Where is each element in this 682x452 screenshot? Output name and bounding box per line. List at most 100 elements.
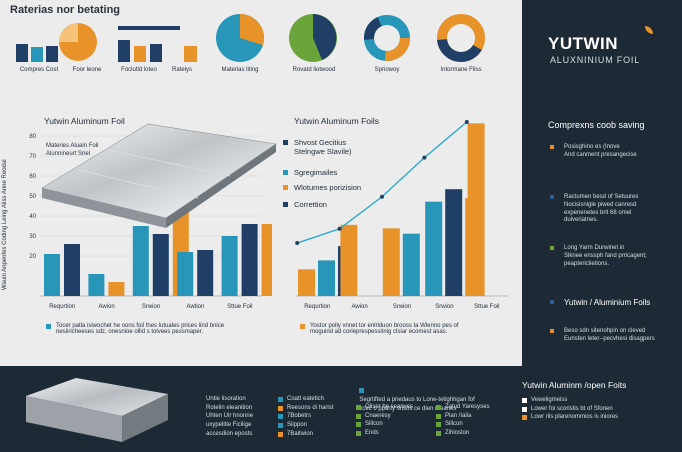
legend-swatch bbox=[278, 431, 283, 437]
brand-subtitle: ALUXNINIUM FOIL bbox=[550, 55, 641, 65]
bottom-col1-item: uxypelitie Ficilige bbox=[206, 422, 252, 429]
x-tick-label: Requrtion bbox=[304, 304, 330, 310]
sidebar-item-4: Yutwin / Aluminium Foils bbox=[550, 298, 678, 308]
bottom-right-item: Lowr rlis plarenommios is iniores bbox=[531, 414, 619, 421]
bar bbox=[88, 274, 105, 296]
y-tick-label: 20 bbox=[29, 254, 36, 260]
bottom-col2-item: 7Baitwion bbox=[287, 430, 314, 437]
right-chart-title: Yutwin Aluminum Foils bbox=[294, 116, 380, 126]
foil-sheet-illustration bbox=[41, 123, 277, 228]
bar bbox=[261, 224, 272, 296]
mini-donut-chart-1 bbox=[364, 15, 410, 61]
bottom-col4-item: Zihioston bbox=[445, 430, 470, 437]
bottom-right-title: Yutwin Aluminm /open Foits bbox=[522, 380, 627, 390]
mini-bar bbox=[134, 46, 146, 62]
legend-swatch bbox=[436, 404, 441, 410]
mini-pie-chart-1 bbox=[59, 23, 97, 61]
mini-label-4: Ratelys bbox=[171, 67, 192, 73]
mini-bar bbox=[118, 40, 130, 62]
bottom-col3-item: Sillcon bbox=[365, 421, 383, 428]
bottom-center-note-text: Segrtifted a pnedaus to Lone-tetighhgan … bbox=[356, 397, 475, 413]
sidebar-item-3: Long Yarm Durwinet in Slknee enssph fand… bbox=[550, 245, 678, 268]
legend-swatch bbox=[356, 422, 361, 428]
bottom-col-1: Untie lisoration Rotelin eleanition Uhte… bbox=[206, 395, 253, 438]
mini-bar-chart-3 bbox=[184, 46, 197, 62]
mini-pie-chart-2 bbox=[216, 14, 265, 62]
bullet-icon bbox=[550, 329, 554, 333]
mini-bar bbox=[46, 46, 58, 62]
callout-text: Correttion bbox=[294, 200, 327, 209]
bottom-right-item: Lower foi scoristis bt of Sfonen bbox=[531, 405, 613, 412]
bottom-col3-item: Ends bbox=[365, 430, 379, 437]
sidebar-item-2: Ractumen besd of Setuures Nocisisnigle p… bbox=[550, 194, 678, 225]
page-title: Raterias nor betating bbox=[10, 4, 121, 16]
trend-point bbox=[422, 155, 427, 160]
y-tick-label: 50 bbox=[29, 194, 36, 200]
bottom-col2-item: Siippon bbox=[287, 422, 308, 429]
sidebar-item-5: Beso sdn sitenohpin on cleved Eunsten le… bbox=[550, 328, 678, 344]
y-tick-label: 60 bbox=[29, 174, 36, 180]
bottom-col3-item: Cnaeresy bbox=[365, 412, 391, 419]
mini-label-6: Rovatd liotwood bbox=[292, 67, 336, 73]
y-tick-label: 30 bbox=[29, 234, 36, 240]
mini-charts-row bbox=[16, 14, 485, 62]
foil-block-illustration bbox=[26, 378, 168, 442]
y-tick-label: 40 bbox=[29, 214, 36, 220]
y-tick-label: 80 bbox=[29, 134, 36, 140]
mini-donut-slice bbox=[364, 15, 410, 61]
callout-text: Shvost Gecitius Stelngwe Slavile) bbox=[294, 138, 352, 156]
trend-point bbox=[464, 120, 469, 124]
bar bbox=[425, 201, 443, 296]
x-tick-label: Srwion bbox=[435, 304, 453, 310]
bar bbox=[445, 189, 463, 296]
bottom-col2-item: Coatt eatetich bbox=[287, 396, 325, 402]
mini-pie-slice bbox=[59, 23, 78, 42]
right-chart-legend: Yostor polly vnnet tor enlrlduon brooss … bbox=[300, 323, 510, 335]
bar bbox=[221, 236, 238, 296]
bar bbox=[402, 233, 420, 296]
bottom-col-2: Coatt eatetich Reesons di harist 7Bobetr… bbox=[278, 395, 333, 438]
leaf-icon bbox=[645, 26, 653, 34]
bar bbox=[298, 269, 315, 296]
mini-pie-chart-3 bbox=[289, 14, 337, 62]
callout-text: Sgregimailes bbox=[294, 168, 338, 177]
mini-label-3: Foclutld loteo bbox=[121, 67, 157, 73]
bottom-center-note: Segrtifted a pnedaus to Lone-tetighhgan … bbox=[356, 378, 475, 414]
chart-callout: Correttion bbox=[283, 200, 327, 209]
x-tick-label: Srwion bbox=[142, 304, 160, 310]
foil-sheet-label: Materies Aluain Foil Alunnineurt Sriel bbox=[46, 143, 99, 157]
mini-bar bbox=[16, 44, 28, 62]
legend-swatch bbox=[522, 397, 527, 403]
trend-point bbox=[337, 226, 342, 231]
mini-label-1: Compres Cost bbox=[19, 67, 59, 73]
bar bbox=[177, 252, 194, 296]
x-tick-label: Sttue Foil bbox=[227, 304, 252, 310]
legend-swatch bbox=[356, 404, 361, 410]
legend-swatch bbox=[300, 324, 305, 329]
legend-swatch bbox=[522, 406, 527, 412]
bottom-col2-item: Reesons di harist bbox=[287, 404, 334, 411]
x-tick-label: Requrtion bbox=[49, 304, 75, 310]
right-chart-legend-text: Yostor polly vnnet tor enlrlduon brooss … bbox=[310, 323, 459, 335]
bar bbox=[132, 226, 149, 296]
left-chart-legend: Tocer patla isiwochet he oons foil fnes … bbox=[46, 323, 276, 335]
bottom-col-3: Oliser he seanves Cnaeresy Sillcon Ends bbox=[356, 403, 413, 438]
bullet-icon bbox=[550, 246, 554, 250]
bottom-col1-item: accesdion eposts bbox=[206, 430, 253, 437]
bottom-col1-item: Untie lisoration bbox=[206, 396, 246, 402]
bullet-icon bbox=[550, 300, 554, 304]
bar bbox=[152, 234, 169, 296]
callout-swatch bbox=[283, 185, 288, 190]
brand-logo: YUTWIN bbox=[548, 34, 619, 53]
mini-label-8: Intormane Fliss bbox=[440, 67, 482, 73]
mini-label-2: Foor leone bbox=[72, 67, 102, 73]
right-bar-chart: Requrtion Awion Srwion Srwion Sttue Foil bbox=[295, 120, 508, 310]
legend-swatch bbox=[278, 414, 283, 420]
sidebar-heading: Comprexns coob saving bbox=[548, 120, 645, 130]
left-chart-legend-text: Tocer patla isiwochet he oons foil fnes … bbox=[56, 323, 225, 335]
chart-callout: Wlotumes porizision bbox=[283, 183, 361, 192]
mini-donut-slice bbox=[437, 14, 485, 62]
bar bbox=[108, 282, 125, 296]
bullet-icon bbox=[550, 195, 554, 199]
bar bbox=[340, 224, 358, 296]
